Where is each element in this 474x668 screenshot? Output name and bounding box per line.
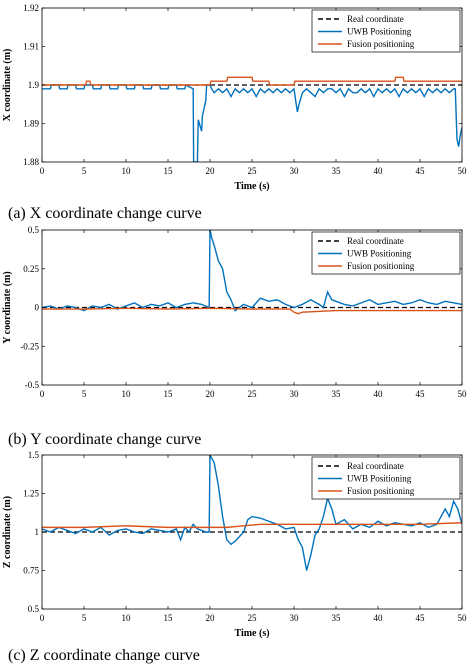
x-tick-label: 0 — [40, 613, 45, 623]
x-tick-label: 20 — [206, 166, 216, 176]
x-tick-label: 25 — [248, 613, 258, 623]
y-tick-label: 1.5 — [28, 450, 40, 460]
legend-label: Fusion positioning — [347, 486, 415, 496]
y-tick-label: -0.25 — [20, 341, 39, 351]
figure-caption: (b) Y coordinate change curve — [8, 431, 201, 448]
legend-label: Real coordinate — [347, 461, 404, 471]
x-tick-label: 35 — [332, 613, 342, 623]
legend-label: Fusion positioning — [347, 39, 415, 49]
legend-label: UWB Positioning — [347, 474, 412, 484]
series-line-uwb-positioning — [42, 83, 462, 162]
series-line-fusion-positioning — [42, 522, 462, 529]
y-tick-label: 1.91 — [23, 42, 39, 52]
x-tick-label: 30 — [290, 166, 300, 176]
x-axis-label: Time (s) — [234, 628, 269, 639]
y-tick-label: 1.92 — [23, 3, 39, 13]
legend-label: Fusion positioning — [347, 261, 415, 271]
series-line-uwb-positioning — [42, 230, 462, 312]
x-axis-label: Time (s) — [234, 181, 269, 192]
legend-label: UWB Positioning — [347, 249, 412, 259]
x-tick-label: 45 — [416, 389, 426, 399]
x-tick-label: 40 — [374, 613, 384, 623]
x-tick-label: 25 — [248, 166, 258, 176]
x-tick-label: 0 — [40, 389, 45, 399]
y-tick-label: 0.5 — [28, 604, 40, 614]
legend: Real coordinate UWB Positioning Fusion pos… — [311, 9, 461, 53]
x-tick-label: 50 — [458, 166, 468, 176]
chart-panel-0: 0 5 10 15 20 25 30 35 40 45 50 1.88 1.89 1.9 1.91 1.92 X… — [2, 3, 467, 222]
x-tick-label: 50 — [458, 613, 468, 623]
x-tick-label: 35 — [332, 389, 342, 399]
legend-label: Real coordinate — [347, 14, 404, 24]
x-tick-label: 5 — [82, 389, 87, 399]
x-tick-label: 0 — [40, 166, 45, 176]
y-tick-label: 0.25 — [23, 264, 39, 274]
x-tick-label: 50 — [458, 389, 468, 399]
y-tick-label: 1.9 — [28, 80, 40, 90]
x-tick-label: 10 — [122, 613, 132, 623]
x-tick-label: 5 — [82, 166, 87, 176]
series-line-fusion-positioning — [42, 76, 462, 86]
x-tick-label: 25 — [248, 389, 258, 399]
x-tick-label: 20 — [206, 613, 216, 623]
y-tick-label: 1.88 — [23, 157, 39, 167]
x-tick-label: 15 — [164, 613, 174, 623]
y-axis-label: Z coordinate (m) — [2, 496, 13, 568]
x-tick-label: 30 — [290, 389, 300, 399]
legend-box — [311, 9, 461, 53]
x-tick-label: 5 — [82, 613, 87, 623]
x-tick-label: 45 — [416, 613, 426, 623]
x-tick-label: 15 — [164, 389, 174, 399]
x-tick-label: 10 — [122, 166, 132, 176]
x-tick-label: 40 — [374, 166, 384, 176]
x-tick-label: 20 — [206, 389, 216, 399]
x-tick-label: 35 — [332, 166, 342, 176]
y-tick-label: 1.25 — [23, 489, 39, 499]
legend: Real coordinate UWB Positioning Fusion pos… — [311, 456, 461, 500]
chart-panel-2: 0 5 10 15 20 25 30 35 40 45 50 0.5 0.75 1 1.25 1.5 Z coo… — [2, 450, 467, 664]
y-axis-label: X coordinate (m) — [2, 49, 13, 122]
figure-caption: (a) X coordinate change curve — [8, 205, 202, 222]
y-axis-label: Y coordinate (m) — [2, 271, 13, 343]
legend: Real coordinate UWB Positioning Fusion pos… — [311, 231, 461, 275]
y-tick-label: 0.5 — [28, 225, 40, 235]
y-tick-label: 1 — [35, 527, 40, 537]
legend-label: UWB Positioning — [347, 27, 412, 37]
y-tick-label: -0.5 — [25, 380, 40, 390]
x-tick-label: 10 — [122, 389, 132, 399]
y-tick-label: 0 — [35, 303, 40, 313]
x-tick-label: 40 — [374, 389, 384, 399]
legend-label: Real coordinate — [347, 236, 404, 246]
x-tick-label: 15 — [164, 166, 174, 176]
x-tick-label: 45 — [416, 166, 426, 176]
y-tick-label: 0.75 — [23, 566, 39, 576]
y-tick-label: 1.89 — [23, 119, 39, 129]
x-tick-label: 30 — [290, 613, 300, 623]
series-line-fusion-positioning — [42, 307, 462, 315]
chart-panel-1: 0 5 10 15 20 25 30 35 40 45 50 -0.5 -0.25 0 0.25 0.5 Y c… — [2, 225, 467, 448]
figure-caption: (c) Z coordinate change curve — [8, 647, 200, 664]
